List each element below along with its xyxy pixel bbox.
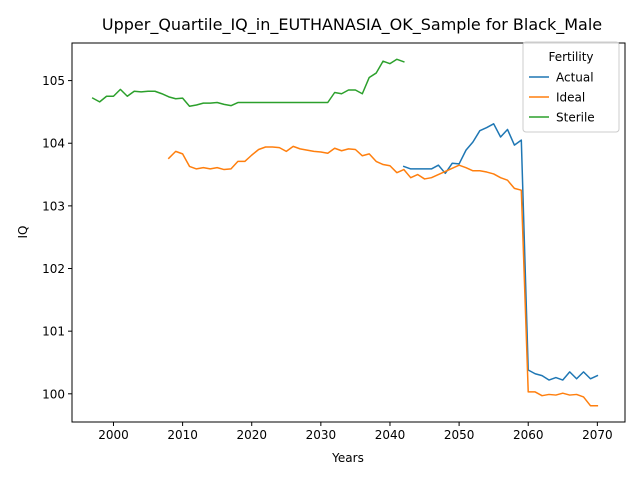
x-tick-label: 2010 [167,428,198,442]
series-line-sterile [91,58,405,108]
legend-title: Fertility [548,50,593,64]
y-tick-label: 100 [42,387,65,401]
y-tick-label: 102 [42,262,65,276]
x-tick-label: 2000 [98,428,129,442]
legend-label-sterile: Sterile [556,111,595,125]
x-tick-label: 2020 [236,428,267,442]
y-tick-label: 105 [42,74,65,88]
series-line-actual [402,123,599,381]
x-tick-label: 2040 [375,428,406,442]
x-tick-label: 2070 [582,428,613,442]
x-tick-label: 2050 [444,428,475,442]
y-tick-label: 101 [42,325,65,339]
axes: 2000 2010 2020 2030 2040 2050 2060 2070 100 101 10… [42,74,613,442]
y-tick-label: 103 [42,199,65,213]
y-tick-label: 104 [42,137,65,151]
chart-title: Upper_Quartile_IQ_in_EUTHANASIA_OK_Sampl… [102,15,602,35]
legend: Fertility Actual Ideal Sterile [522,41,620,133]
x-tick-label: 2030 [306,428,337,442]
axes-frame [71,42,626,423]
legend-label-ideal: Ideal [556,91,585,105]
x-axis-label: Years [331,451,364,465]
legend-label-actual: Actual [556,71,594,85]
y-axis-label: IQ [16,226,30,239]
series-line-ideal [167,145,599,407]
legend-box [522,41,620,133]
plot-area [91,58,599,407]
x-tick-label: 2060 [513,428,544,442]
